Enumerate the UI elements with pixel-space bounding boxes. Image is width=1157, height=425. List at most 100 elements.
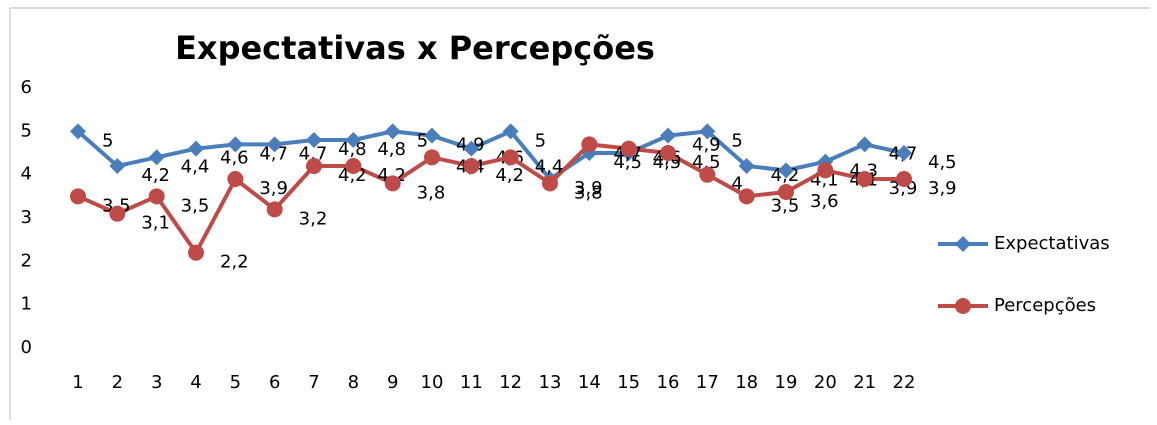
marker	[581, 136, 598, 153]
marker	[70, 188, 86, 205]
marker	[660, 127, 676, 144]
marker	[738, 188, 755, 205]
y-tick-label: 5	[21, 120, 32, 141]
data-label: 3,9	[259, 178, 288, 199]
series-line	[77, 142, 904, 257]
x-tick-label: 15	[617, 372, 640, 393]
data-label: 2,2	[220, 252, 249, 273]
marker	[955, 236, 971, 252]
marker	[227, 171, 244, 187]
marker	[109, 205, 126, 222]
data-label: 3,9	[574, 178, 603, 199]
data-label: 4,4	[181, 156, 210, 177]
data-label: 4,7	[299, 143, 328, 164]
marker	[955, 298, 971, 314]
data-label: 4,7	[259, 143, 288, 164]
data-label: 4,2	[141, 165, 170, 186]
marker	[502, 149, 519, 166]
marker	[188, 140, 204, 157]
x-tick-label: 22	[893, 372, 916, 393]
x-tick-label: 10	[421, 372, 444, 393]
marker	[148, 149, 165, 166]
marker	[70, 123, 86, 140]
data-label: 4,6	[220, 148, 249, 169]
legend-label: Percepções	[994, 295, 1096, 316]
data-label: 4,2	[495, 165, 524, 186]
x-tick-label: 1	[72, 372, 83, 393]
data-label: 3,6	[810, 191, 839, 212]
marker	[856, 136, 873, 153]
x-tick-label: 5	[230, 372, 241, 393]
marker	[778, 184, 794, 200]
data-label: 5	[102, 130, 113, 151]
data-label: 4,4	[535, 156, 564, 177]
marker	[148, 188, 165, 205]
data-label: 4,5	[692, 152, 721, 173]
x-tick-label: 14	[578, 372, 601, 393]
x-tick-label: 13	[539, 372, 562, 393]
y-tick-label: 6	[21, 77, 32, 98]
marker	[699, 123, 716, 140]
data-label: 3,1	[141, 213, 170, 234]
data-label: 3,2	[299, 208, 328, 229]
marker	[738, 158, 755, 174]
marker	[266, 201, 283, 218]
y-tick-label: 2	[21, 250, 32, 271]
x-tick-label: 12	[499, 372, 522, 393]
marker	[424, 149, 440, 166]
data-label: 4	[731, 174, 742, 195]
x-tick-label: 9	[387, 372, 398, 393]
marker	[306, 132, 322, 148]
x-tick-label: 7	[308, 372, 319, 393]
data-label: 3,5	[771, 195, 800, 216]
data-label: 3,9	[928, 178, 957, 199]
x-tick-label: 16	[657, 372, 680, 393]
marker	[896, 145, 912, 161]
y-tick-label: 0	[21, 337, 32, 358]
marker	[384, 123, 401, 140]
data-label: 4,5	[928, 152, 957, 173]
marker	[463, 140, 480, 157]
data-label: 3,5	[181, 195, 210, 216]
data-label: 4,8	[377, 139, 406, 160]
x-tick-label: 20	[814, 372, 837, 393]
marker	[817, 162, 834, 179]
y-tick-label: 1	[21, 294, 32, 315]
marker	[345, 158, 362, 174]
series-line	[76, 128, 905, 182]
data-label: 5	[731, 130, 742, 151]
marker	[542, 175, 558, 192]
marker	[227, 136, 244, 153]
x-tick-label: 17	[696, 372, 719, 393]
x-tick-label: 8	[348, 372, 359, 393]
marker	[856, 171, 873, 187]
marker	[188, 244, 204, 261]
marker	[778, 162, 794, 179]
legend-label: Expectativas	[994, 233, 1110, 254]
x-tick-label: 11	[460, 372, 483, 393]
y-tick-label: 4	[21, 164, 32, 185]
y-tick-label: 3	[21, 207, 32, 228]
data-label: 3,8	[574, 182, 603, 203]
data-label: 3,8	[417, 182, 446, 203]
data-label: 5	[417, 130, 428, 151]
marker	[463, 158, 480, 174]
data-label: 4,9	[692, 135, 721, 156]
marker	[345, 132, 362, 148]
marker	[699, 166, 716, 183]
marker	[109, 158, 126, 174]
x-tick-label: 2	[112, 372, 123, 393]
marker	[502, 123, 519, 140]
marker	[384, 175, 401, 192]
data-label: 5	[535, 130, 546, 151]
x-tick-label: 18	[735, 372, 758, 393]
x-tick-label: 6	[269, 372, 280, 393]
chart-title: Expectativas x Percepções	[175, 29, 655, 67]
marker	[424, 127, 440, 144]
data-label: 4,8	[338, 139, 367, 160]
marker	[896, 171, 912, 187]
data-label: 4,5	[613, 152, 642, 173]
x-tick-label: 21	[853, 372, 876, 393]
marker	[660, 145, 676, 161]
